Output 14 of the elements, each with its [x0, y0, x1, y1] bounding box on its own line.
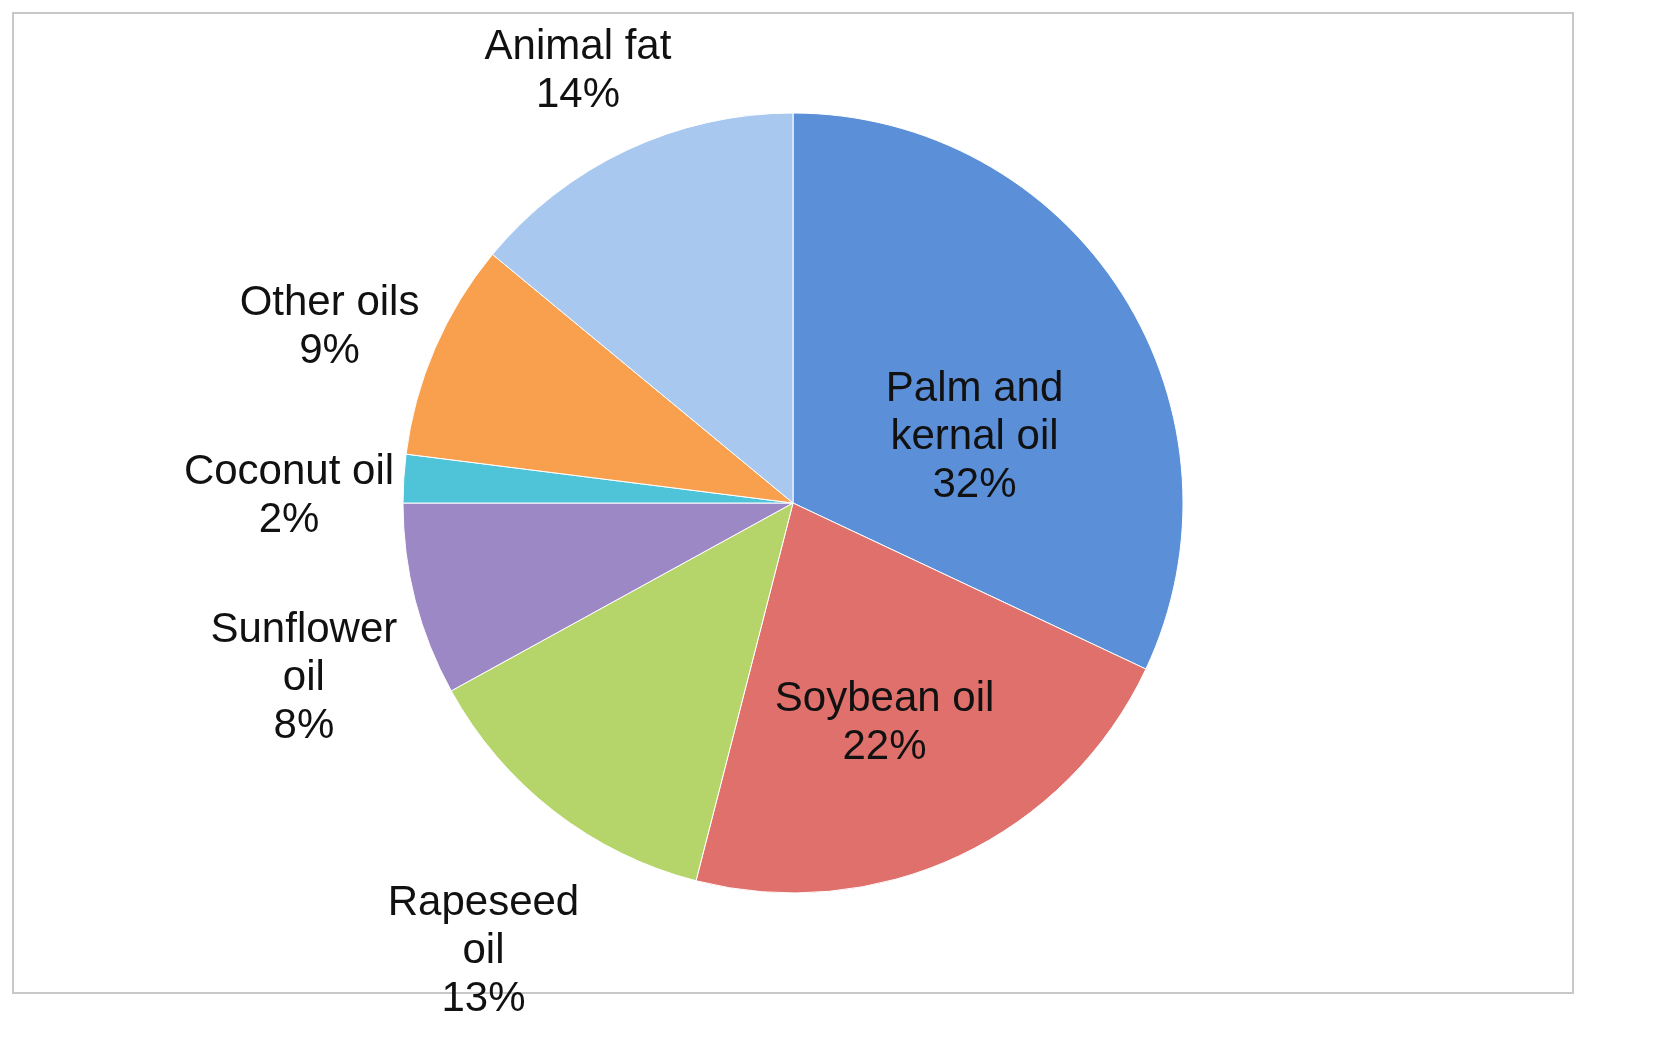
data-label: 13% [441, 973, 526, 1021]
slice-label: Coconut oil [183, 446, 395, 494]
slice-label: Soybean oil [774, 672, 995, 720]
data-label: 22% [842, 720, 927, 768]
slice-label: Palm and kernal oil [885, 362, 1064, 458]
data-label: 32% [932, 458, 1017, 506]
slice-label: Animal fat [484, 21, 672, 69]
slice-label: Rapeseed oil [387, 877, 580, 973]
slice-label: Sunflower oil [210, 603, 398, 699]
data-label: 8% [273, 699, 335, 747]
data-label: 2% [258, 494, 320, 542]
slice-label: Other oils [239, 277, 420, 325]
data-label: 14% [535, 69, 621, 117]
data-label: 9% [299, 325, 360, 373]
